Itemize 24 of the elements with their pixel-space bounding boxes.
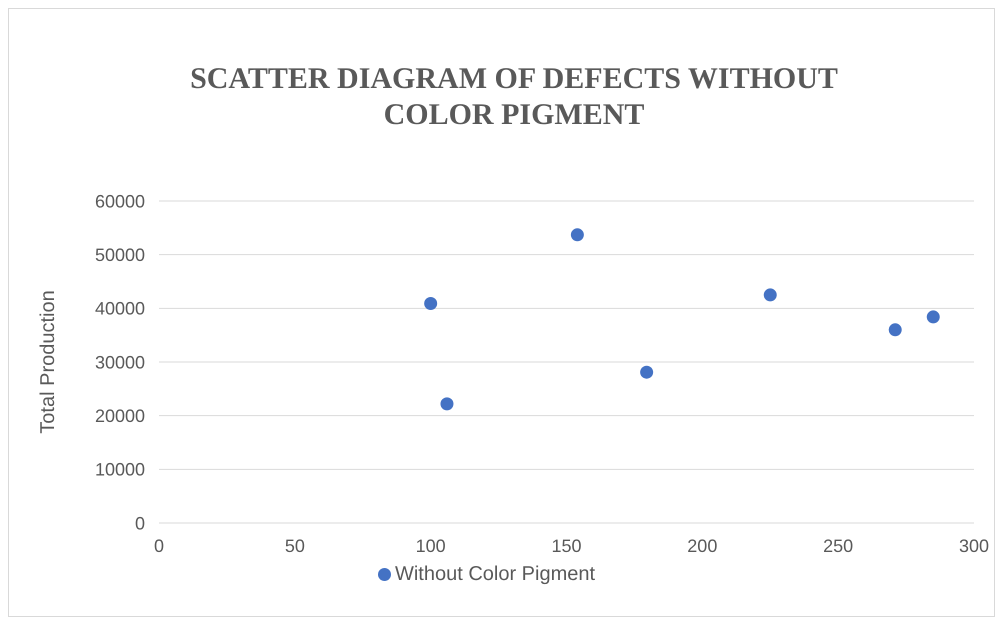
chart-title: SCATTER DIAGRAM OF DEFECTS WITHOUT COLOR PIGMENT — [189, 61, 839, 133]
legend-label: Without Color Pigment — [394, 563, 596, 585]
y-tick-label: 60000 — [94, 191, 145, 212]
point — [640, 366, 654, 379]
point — [570, 228, 584, 242]
x-tick-label: 150 — [551, 536, 582, 556]
y-tick-label: 50000 — [94, 245, 145, 266]
y-tick-label: 0 — [134, 513, 145, 534]
point — [926, 310, 940, 324]
y-tick-label: 40000 — [94, 298, 145, 319]
x-tick-label: 50 — [284, 536, 305, 556]
y-tick-label: 30000 — [94, 352, 145, 372]
y-axis-title: Total Production — [37, 290, 60, 434]
y-tick-label: 20000 — [94, 406, 145, 426]
x-tick-label: 0 — [154, 536, 164, 556]
point — [888, 323, 902, 336]
x-tick-label: 250 — [823, 536, 854, 556]
point — [764, 288, 777, 302]
point — [440, 397, 454, 410]
x-tick-label: 100 — [416, 536, 446, 556]
x-tick-label: 200 — [687, 536, 718, 556]
point — [424, 297, 438, 310]
x-tick-label: 300 — [958, 536, 990, 556]
y-tick-label: 10000 — [94, 460, 145, 480]
